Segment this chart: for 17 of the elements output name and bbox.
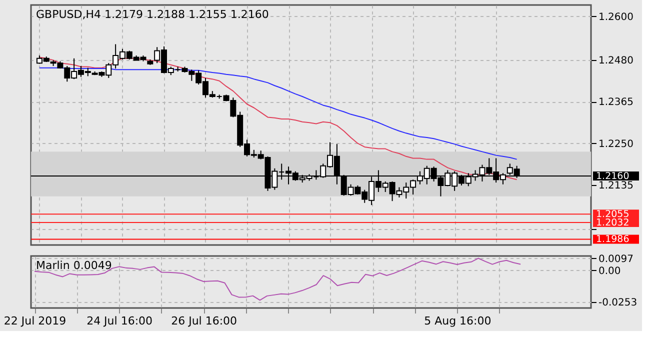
y-tick-label: 1.2250 xyxy=(598,138,634,150)
x-tick-label: 22 Jul 2019 xyxy=(4,314,66,328)
y-tick-label: 1.2135 xyxy=(598,180,634,192)
y-tick-label: 1.2600 xyxy=(598,12,634,23)
x-tick-label: 5 Aug 16:00 xyxy=(424,314,492,328)
ref-line-label: 1.1986 xyxy=(596,234,630,246)
y-tick-label: 1.2480 xyxy=(598,55,634,66)
chart-title: GBPUSD,H4 1.2179 1.2188 1.2155 1.2160 xyxy=(36,8,269,21)
y-tick-label: -0.0253 xyxy=(598,298,638,309)
y-tick-label: 0.0097 xyxy=(598,254,634,265)
x-tick-label: 26 Jul 16:00 xyxy=(171,314,238,328)
y-tick-label: 1.2365 xyxy=(598,97,634,108)
y-tick-label: 0.00 xyxy=(598,266,621,277)
chart-title: Marlin 0.0049 xyxy=(36,259,112,272)
ref-line-label: 1.2160 xyxy=(596,171,630,182)
x-tick-label: 24 Jul 16:00 xyxy=(86,314,153,328)
ref-line-label: 1.2032 xyxy=(596,217,630,228)
